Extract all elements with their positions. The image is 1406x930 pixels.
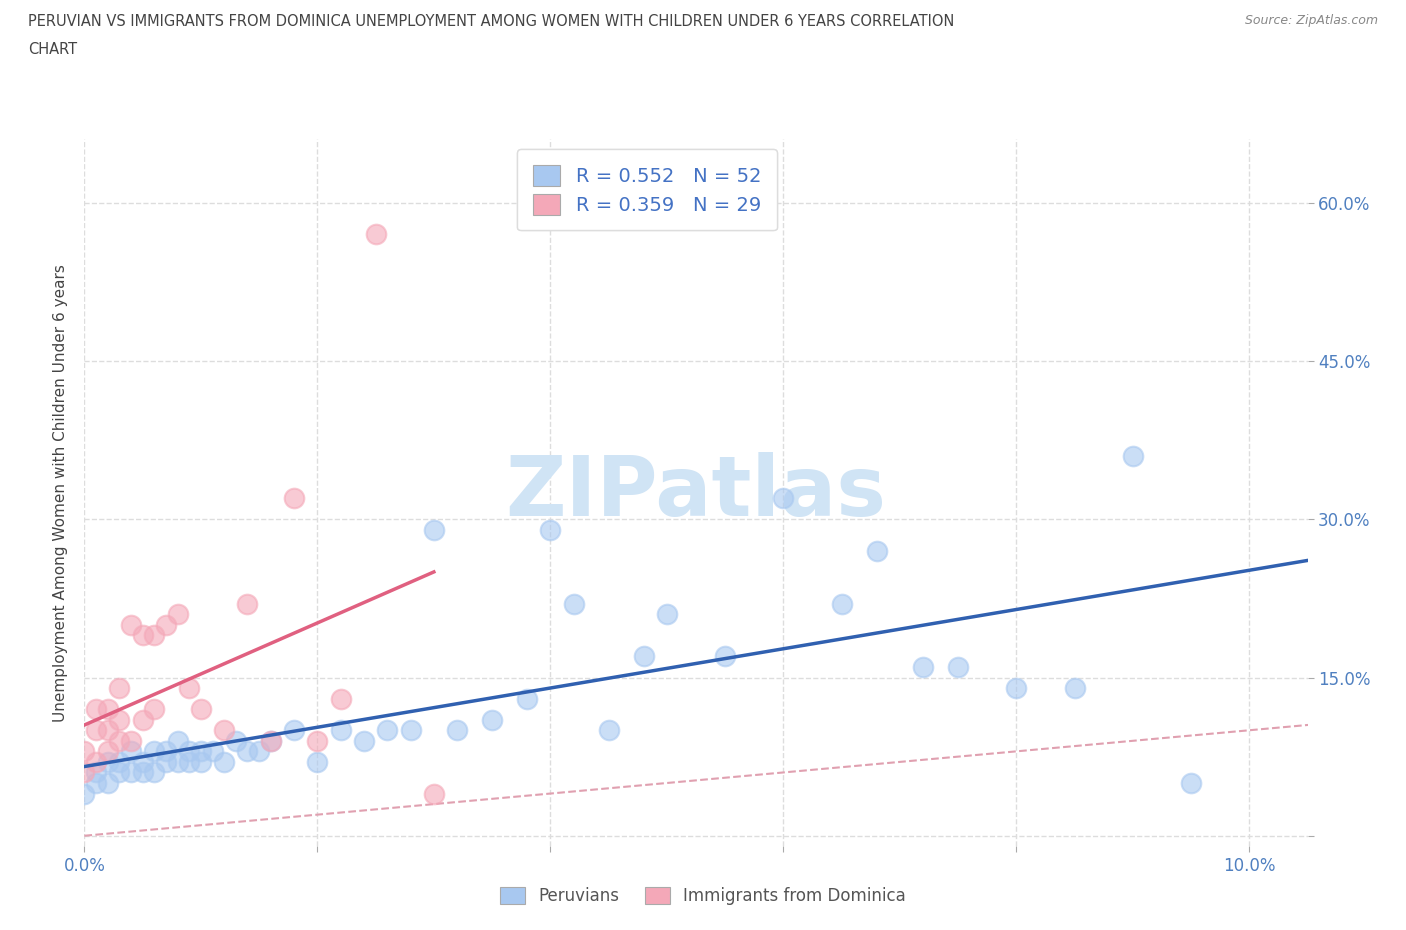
Point <box>190 702 212 717</box>
Point <box>97 776 120 790</box>
Point <box>236 744 259 759</box>
Point <box>108 765 131 780</box>
Point <box>73 744 96 759</box>
Point <box>307 734 329 749</box>
Point <box>212 723 235 737</box>
Legend: Peruvians, Immigrants from Dominica: Peruvians, Immigrants from Dominica <box>489 875 917 917</box>
Point <box>143 744 166 759</box>
Text: CHART: CHART <box>28 42 77 57</box>
Point <box>179 754 201 769</box>
Point <box>831 596 853 611</box>
Point <box>143 702 166 717</box>
Point <box>865 543 887 558</box>
Y-axis label: Unemployment Among Women with Children Under 6 years: Unemployment Among Women with Children U… <box>53 264 69 722</box>
Point <box>1180 776 1202 790</box>
Point <box>236 596 259 611</box>
Point <box>97 702 120 717</box>
Point <box>84 776 107 790</box>
Point <box>73 765 96 780</box>
Text: Source: ZipAtlas.com: Source: ZipAtlas.com <box>1244 14 1378 27</box>
Point <box>912 659 935 674</box>
Point <box>260 734 283 749</box>
Point <box>97 744 120 759</box>
Point <box>423 786 446 801</box>
Point <box>481 712 503 727</box>
Point <box>97 723 120 737</box>
Point <box>329 723 352 737</box>
Point <box>73 786 96 801</box>
Point <box>538 523 561 538</box>
Point <box>120 618 142 632</box>
Point <box>131 628 153 643</box>
Point <box>283 723 305 737</box>
Point <box>155 744 177 759</box>
Point <box>375 723 398 737</box>
Point <box>946 659 969 674</box>
Point <box>143 765 166 780</box>
Point <box>307 754 329 769</box>
Point <box>190 744 212 759</box>
Point <box>155 754 177 769</box>
Point <box>120 734 142 749</box>
Point <box>108 681 131 696</box>
Point <box>1122 448 1144 463</box>
Point <box>399 723 422 737</box>
Point <box>131 754 153 769</box>
Point <box>225 734 247 749</box>
Point <box>598 723 620 737</box>
Point <box>283 491 305 506</box>
Text: ZIPatlas: ZIPatlas <box>506 452 886 534</box>
Point <box>260 734 283 749</box>
Point <box>516 691 538 706</box>
Point <box>423 523 446 538</box>
Point <box>190 754 212 769</box>
Point <box>166 606 188 621</box>
Point <box>655 606 678 621</box>
Point <box>179 744 201 759</box>
Point <box>562 596 585 611</box>
Point <box>247 744 270 759</box>
Point <box>446 723 468 737</box>
Point <box>143 628 166 643</box>
Point <box>1063 681 1085 696</box>
Point <box>108 734 131 749</box>
Point <box>714 649 737 664</box>
Point <box>84 723 107 737</box>
Point <box>120 765 142 780</box>
Point <box>166 734 188 749</box>
Point <box>131 765 153 780</box>
Point <box>633 649 655 664</box>
Point <box>108 712 131 727</box>
Point <box>166 754 188 769</box>
Legend: R = 0.552   N = 52, R = 0.359   N = 29: R = 0.552 N = 52, R = 0.359 N = 29 <box>517 149 776 231</box>
Point <box>212 754 235 769</box>
Point <box>329 691 352 706</box>
Point <box>84 754 107 769</box>
Point <box>364 227 387 242</box>
Point <box>131 712 153 727</box>
Point <box>772 491 794 506</box>
Point <box>155 618 177 632</box>
Point <box>84 702 107 717</box>
Point <box>353 734 375 749</box>
Point <box>179 681 201 696</box>
Point <box>120 744 142 759</box>
Point <box>84 765 107 780</box>
Point <box>201 744 224 759</box>
Point <box>97 754 120 769</box>
Point <box>108 754 131 769</box>
Text: PERUVIAN VS IMMIGRANTS FROM DOMINICA UNEMPLOYMENT AMONG WOMEN WITH CHILDREN UNDE: PERUVIAN VS IMMIGRANTS FROM DOMINICA UNE… <box>28 14 955 29</box>
Point <box>1005 681 1028 696</box>
